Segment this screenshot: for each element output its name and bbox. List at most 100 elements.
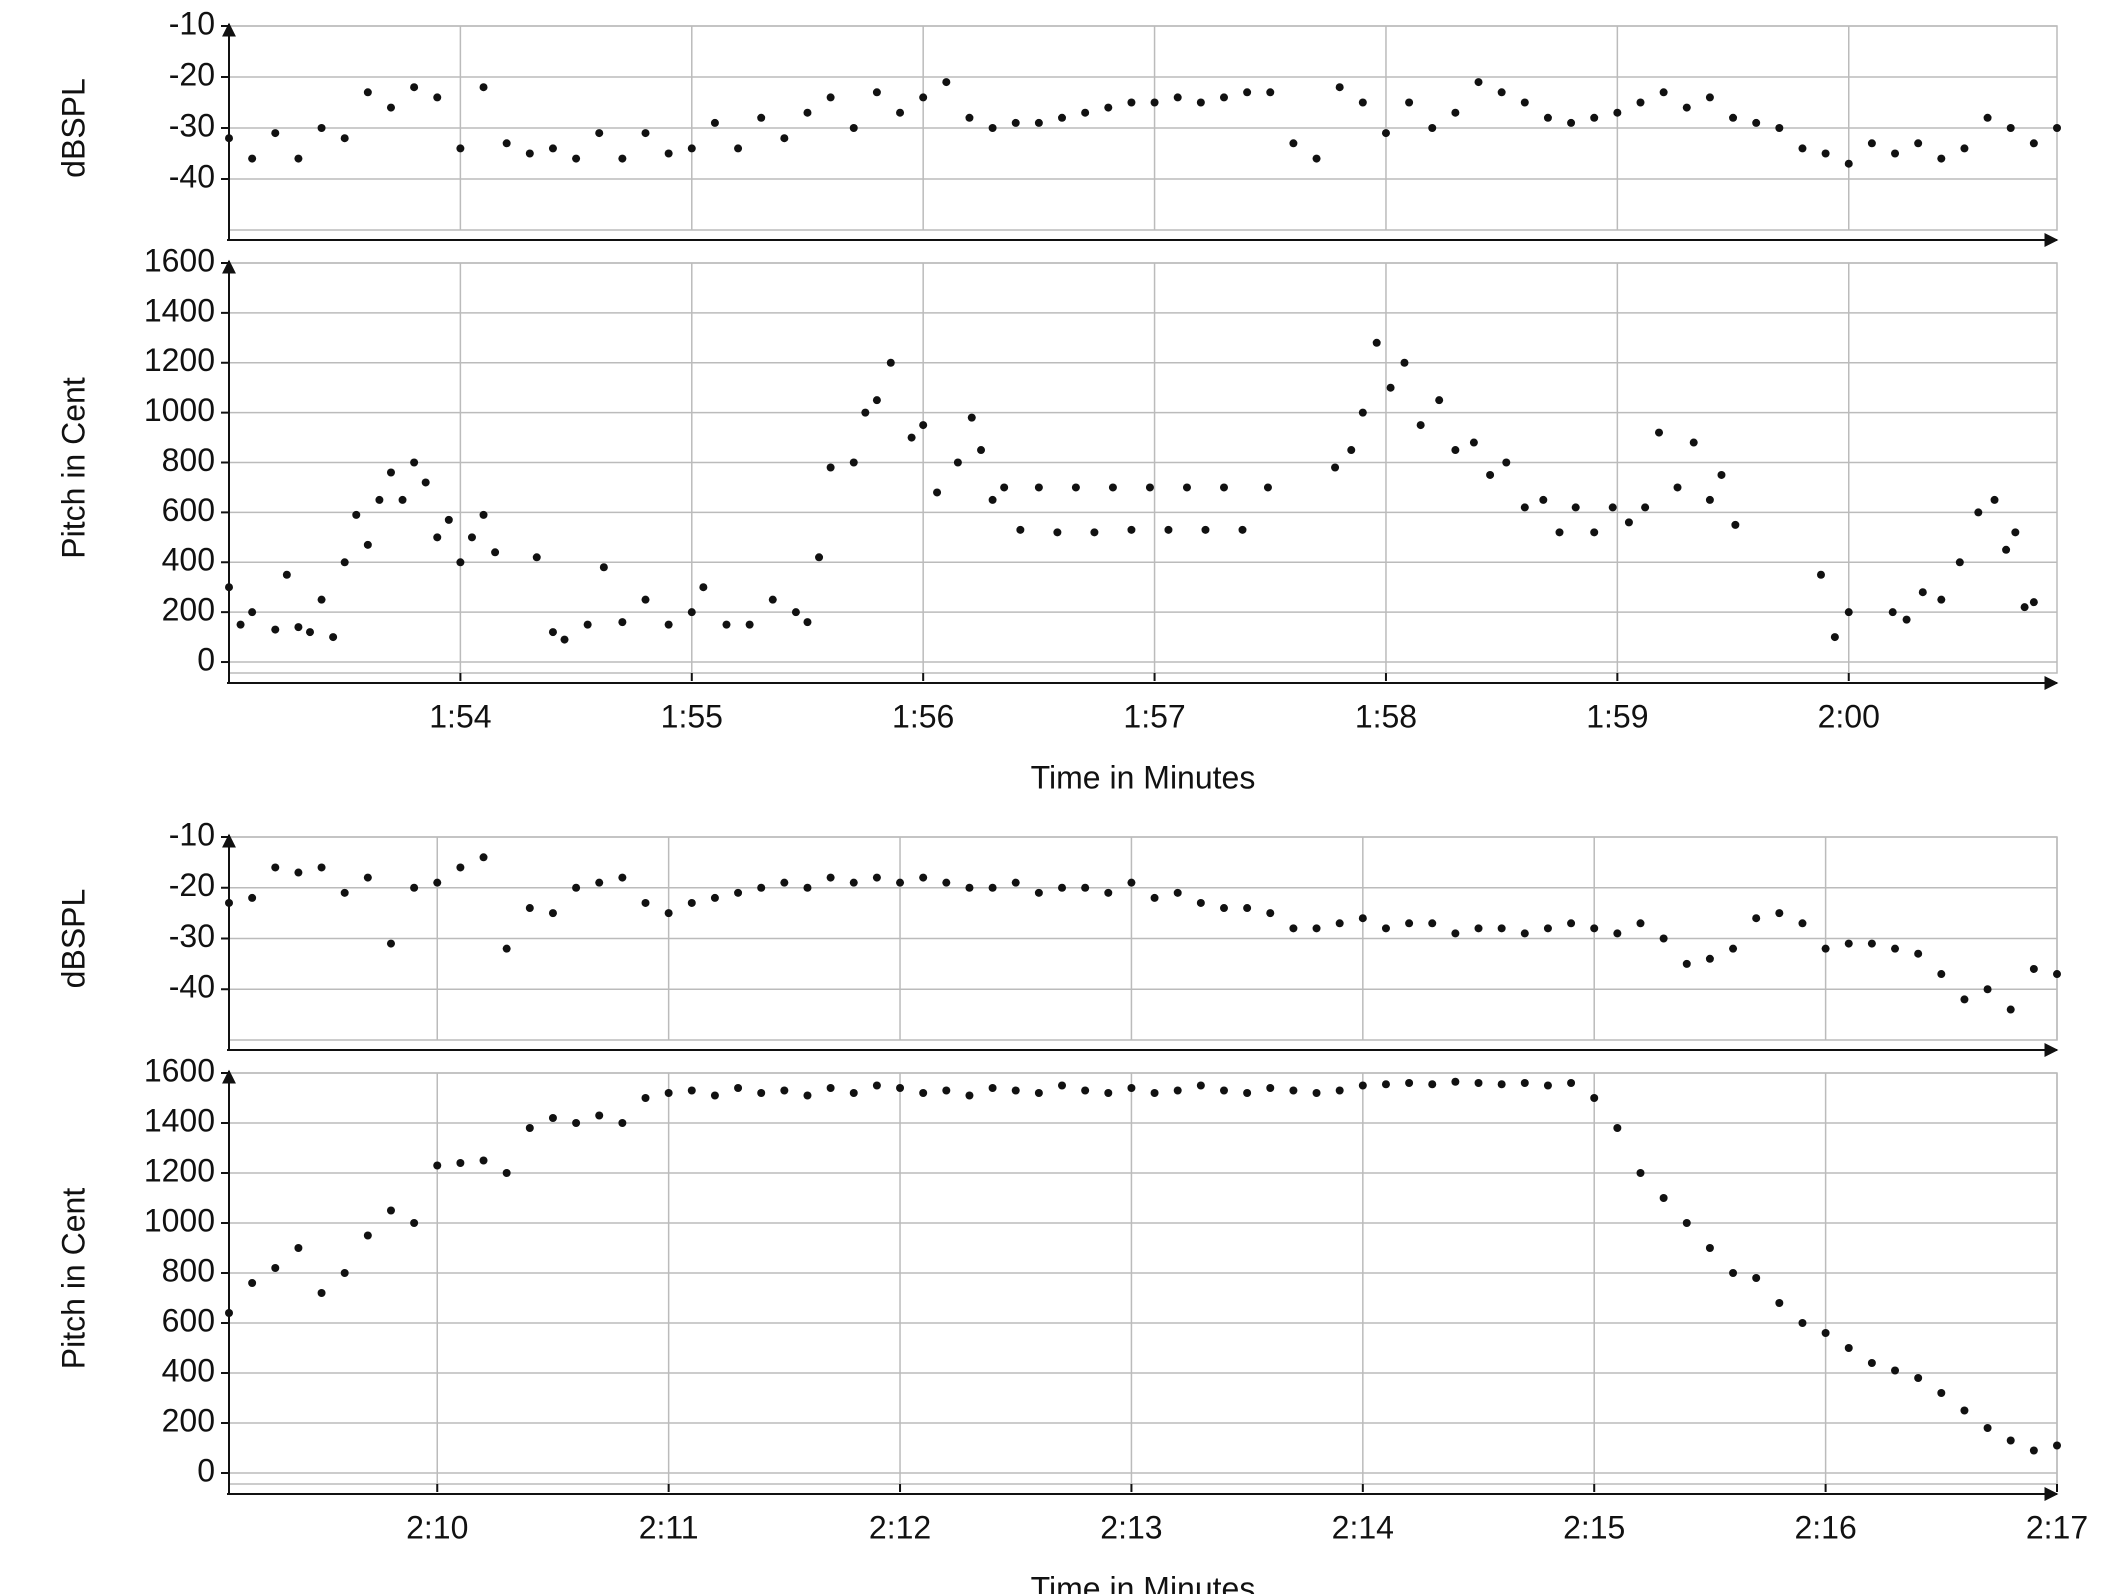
- data-point: [340, 888, 349, 897]
- data-point: [2029, 598, 2038, 607]
- data-point: [1428, 919, 1437, 928]
- data-point: [1775, 909, 1784, 918]
- y-tick-label: 400: [162, 1352, 215, 1388]
- data-point: [1289, 139, 1298, 148]
- data-point: [1729, 1269, 1738, 1277]
- data-point: [1520, 503, 1529, 512]
- data-point: [294, 154, 303, 163]
- x-tick-label: 1:58: [1355, 698, 1417, 734]
- data-point: [1016, 525, 1025, 534]
- data-point: [803, 883, 812, 892]
- data-point: [1312, 1089, 1321, 1097]
- data-point: [271, 863, 280, 872]
- data-point: [599, 563, 608, 572]
- data-point: [768, 595, 777, 604]
- data-point: [572, 883, 581, 892]
- data-point: [1358, 1081, 1367, 1090]
- data-point: [1266, 1084, 1275, 1092]
- data-point: [1555, 528, 1564, 537]
- data-point: [1034, 483, 1043, 492]
- data-point: [734, 1084, 743, 1092]
- data-point: [1543, 924, 1552, 933]
- data-point: [1543, 1081, 1552, 1090]
- x-tick-label: 2:16: [1794, 1509, 1856, 1545]
- data-point: [1816, 570, 1825, 579]
- data-point: [2020, 603, 2029, 612]
- data-point: [1150, 893, 1159, 902]
- y-tick-label: 800: [162, 1252, 215, 1288]
- data-point: [1502, 458, 1511, 467]
- data-point: [1381, 129, 1390, 138]
- y-tick-label: 0: [197, 641, 215, 677]
- data-point: [1821, 1329, 1830, 1337]
- x-tick-label: 2:10: [406, 1509, 468, 1545]
- data-point: [1173, 1086, 1182, 1095]
- data-point: [479, 510, 488, 519]
- data-point: [618, 1119, 627, 1127]
- data-point: [1960, 144, 1969, 153]
- data-point: [340, 558, 349, 567]
- data-point: [1090, 528, 1099, 537]
- data-point: [919, 1089, 928, 1097]
- data-point: [1682, 959, 1691, 968]
- data-point: [967, 413, 976, 422]
- data-point: [757, 1089, 766, 1097]
- data-point: [1902, 615, 1911, 624]
- data-point: [1571, 503, 1580, 512]
- data-point: [734, 144, 743, 153]
- data-point: [444, 515, 453, 524]
- data-point: [456, 144, 465, 153]
- data-point: [525, 149, 534, 158]
- y-tick-label: -20: [169, 867, 215, 903]
- data-point: [664, 620, 673, 629]
- data-point: [548, 144, 557, 153]
- data-point: [1914, 139, 1923, 148]
- data-point: [641, 898, 650, 907]
- data-point: [1150, 98, 1159, 107]
- data-point: [2002, 545, 2011, 554]
- data-point: [1729, 944, 1738, 953]
- data-point: [225, 583, 233, 592]
- data-point: [977, 446, 986, 455]
- data-point: [1386, 383, 1395, 392]
- data-point: [1058, 883, 1067, 892]
- data-point: [1937, 970, 1946, 979]
- x-tick-label: 2:15: [1563, 1509, 1625, 1545]
- data-point: [872, 88, 881, 97]
- data-point: [872, 1081, 881, 1090]
- data-point: [1867, 1359, 1876, 1367]
- data-point: [1381, 1080, 1390, 1089]
- data-point: [1238, 525, 1247, 534]
- data-point: [1983, 1424, 1992, 1432]
- data-point: [1891, 149, 1900, 158]
- data-point: [532, 553, 541, 562]
- data-point: [386, 103, 395, 112]
- x-tick-label: 1:56: [892, 698, 954, 734]
- data-point: [1347, 446, 1356, 455]
- data-point: [1497, 88, 1506, 97]
- y-tick-label: 200: [162, 592, 215, 628]
- data-point: [942, 878, 951, 887]
- data-point: [1071, 483, 1080, 492]
- data-point: [1624, 518, 1633, 527]
- data-point: [1983, 113, 1992, 122]
- data-point: [1775, 1299, 1784, 1307]
- data-point: [1705, 1244, 1714, 1252]
- data-point: [710, 1091, 719, 1100]
- data-point: [1983, 985, 1992, 994]
- data-point: [1590, 1094, 1599, 1102]
- data-point: [815, 553, 824, 562]
- y-tick-label: 1000: [144, 1202, 215, 1238]
- data-point: [1659, 88, 1668, 97]
- data-point: [1196, 898, 1205, 907]
- data-point: [398, 495, 407, 504]
- x-tick-label: 1:54: [429, 698, 491, 734]
- data-point: [1081, 883, 1090, 892]
- data-point: [1108, 483, 1117, 492]
- data-point: [1173, 888, 1182, 897]
- data-point: [1474, 1079, 1483, 1087]
- data-point: [664, 1089, 673, 1097]
- data-point: [1689, 438, 1698, 447]
- data-point: [965, 883, 974, 892]
- data-point: [849, 1089, 858, 1097]
